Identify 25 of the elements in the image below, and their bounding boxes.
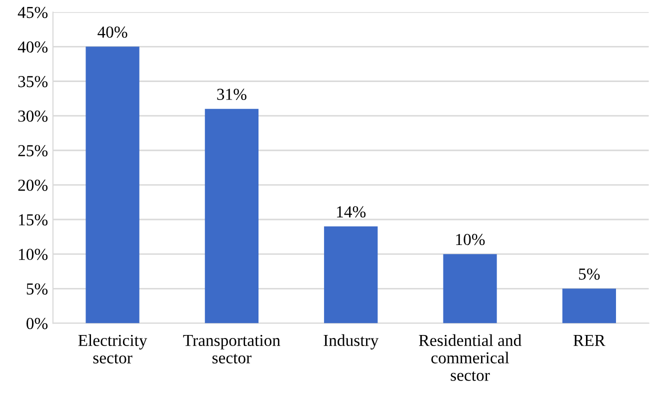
data-label: 10% <box>456 234 485 246</box>
y-tick-label: 0% <box>26 318 48 330</box>
y-tick-label: 10% <box>19 248 48 260</box>
y-tick-label: 35% <box>18 76 48 88</box>
y-tick-label: 30% <box>18 110 48 122</box>
y-tick-label: 5% <box>26 283 48 295</box>
y-tick-label: 25% <box>18 145 48 156</box>
y-tick-label: 15% <box>19 214 48 226</box>
y-tick-label: 40% <box>18 41 48 53</box>
x-tick-label: RER <box>573 334 606 346</box>
bar <box>562 288 616 324</box>
data-label: 5% <box>579 268 600 280</box>
data-label: 40% <box>98 26 128 38</box>
data-label: 14% <box>337 206 366 218</box>
bar <box>86 46 140 324</box>
data-label: 31% <box>217 88 246 100</box>
x-tick-label: Industry <box>324 334 379 350</box>
y-tick-label: 20% <box>18 180 48 191</box>
bar <box>204 108 259 324</box>
y-tick-label: 45% <box>18 6 48 18</box>
bar <box>324 226 378 324</box>
x-tick-label: Electricity sector <box>78 334 148 364</box>
x-tick-label: Residential and commerical sector <box>418 334 522 381</box>
x-tick-label: Transportation sector <box>183 334 280 364</box>
bar <box>443 254 497 324</box>
